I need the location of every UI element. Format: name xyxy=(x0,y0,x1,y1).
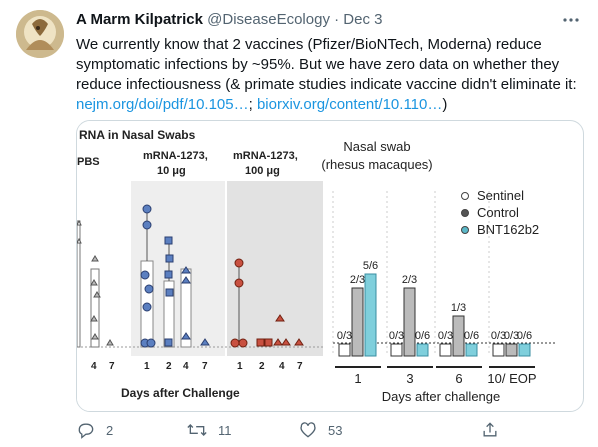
bar-data-label: 0/3 xyxy=(504,330,519,342)
like-button[interactable]: 53 xyxy=(298,418,342,442)
left-tick-label: 7 xyxy=(109,361,115,372)
bar-data-label: 2/3 xyxy=(350,274,365,286)
more-options-button[interactable] xyxy=(560,9,582,31)
retweet-count: 11 xyxy=(218,422,232,438)
left-tick-label: 4 xyxy=(91,361,97,372)
retweet-button[interactable]: 11 xyxy=(186,418,232,442)
reply-count: 2 xyxy=(106,422,114,438)
bar-data-label: 2/3 xyxy=(402,274,417,286)
tweet-text-end: ) xyxy=(442,96,448,113)
bar-data-label: 0/3 xyxy=(438,330,453,342)
bar-data-label: 0/6 xyxy=(415,330,430,342)
left-tick-label: 1 xyxy=(237,361,243,372)
chart-bar xyxy=(351,287,364,357)
left-tick-label: 4 xyxy=(279,361,285,372)
retweet-icon xyxy=(187,424,207,436)
left-tick-label: 1 xyxy=(144,361,150,372)
chart-bar xyxy=(338,343,351,357)
link-biorxiv[interactable]: biorxiv.org/content/10.110… xyxy=(256,96,443,113)
left-x-axis-label: Days after Challenge xyxy=(121,386,240,400)
chart-bar xyxy=(492,343,505,357)
share-button[interactable] xyxy=(480,418,500,442)
category-label: 6 xyxy=(455,371,462,386)
like-count: 53 xyxy=(328,422,343,438)
chart-subtitle: (rhesus macaques) xyxy=(321,157,432,172)
legend-marker xyxy=(461,192,469,200)
left-tick-label: 7 xyxy=(202,361,208,372)
timestamp[interactable]: Dec 3 xyxy=(343,11,383,28)
tweet-text-body: We currently know that 2 vaccines (Pfize… xyxy=(76,36,577,93)
left-tick-label: 4 xyxy=(183,361,189,372)
link-nejm[interactable]: nejm.org/doi/pdf/10.105… xyxy=(76,96,249,113)
chart-bar xyxy=(390,343,403,357)
chart-legend: Sentinel Control BNT162b2 xyxy=(461,188,539,237)
legend-label: Control xyxy=(477,205,519,220)
left-figure-title: RNA in Nasal Swabs xyxy=(79,128,196,142)
category-label: 10/ EOP xyxy=(487,371,536,386)
legend-label: BNT162b2 xyxy=(477,222,539,237)
category-label: 1 xyxy=(354,371,361,386)
group-label-pbs: PBS xyxy=(77,156,100,168)
chart-bar xyxy=(505,343,518,357)
legend-label: Sentinel xyxy=(477,188,524,203)
chart-title: Nasal swab xyxy=(343,139,410,154)
author-name[interactable]: A Marm Kilpatrick xyxy=(76,11,203,28)
separator-dot: · xyxy=(334,11,340,28)
legend-marker xyxy=(461,226,469,234)
chart-bar xyxy=(452,315,465,357)
left-tick-label: 2 xyxy=(259,361,265,372)
tweet-media-image[interactable]: RNA in Nasal Swabs PBS mRNA-1273, 10 μg … xyxy=(76,120,584,412)
tweet-text: We currently know that 2 vaccines (Pfize… xyxy=(76,35,582,115)
author-handle[interactable]: @DiseaseEcology xyxy=(207,11,330,28)
group-label-100ug-line1: mRNA-1273, xyxy=(233,150,298,162)
category-label: 3 xyxy=(406,371,413,386)
left-figure-panel: RNA in Nasal Swabs PBS mRNA-1273, 10 μg … xyxy=(77,121,325,411)
chart-bar xyxy=(439,343,452,357)
chart-bar xyxy=(416,343,429,357)
tweet-header: A Marm Kilpatrick @DiseaseEcology · Dec … xyxy=(76,11,582,33)
chart-bar xyxy=(518,343,531,357)
bar-data-label: 0/3 xyxy=(491,330,506,342)
legend-marker xyxy=(461,209,469,217)
bar-data-label: 0/6 xyxy=(517,330,532,342)
group-band-100ug xyxy=(227,181,323,356)
chart-bar xyxy=(465,343,478,357)
group-label-10ug-line2: 10 μg xyxy=(157,165,186,177)
group-label-100ug-line2: 100 μg xyxy=(245,165,280,177)
more-horizontal-icon xyxy=(563,18,579,22)
chart-x-axis-label: Days after challenge xyxy=(382,389,501,404)
bar-data-label: 0/6 xyxy=(464,330,479,342)
chart-bar xyxy=(403,287,416,357)
chart-bar xyxy=(364,273,377,357)
left-tick-label: 7 xyxy=(297,361,303,372)
tweet-text-separator: ; xyxy=(248,96,257,113)
group-label-10ug-line1: mRNA-1273, xyxy=(143,150,208,162)
tweet-actions: 2 11 53 xyxy=(76,418,516,442)
reply-button[interactable]: 2 xyxy=(76,418,113,442)
bar-data-label: 5/6 xyxy=(363,260,378,272)
avatar-image xyxy=(16,10,64,58)
share-icon xyxy=(483,422,497,437)
bar-data-label: 0/3 xyxy=(389,330,404,342)
bar-data-label: 1/3 xyxy=(451,302,466,314)
heart-icon xyxy=(300,422,316,438)
figure: RNA in Nasal Swabs PBS mRNA-1273, 10 μg … xyxy=(77,121,555,411)
reply-icon xyxy=(78,423,94,439)
bar-data-label: 0/3 xyxy=(337,330,352,342)
left-tick-label: 2 xyxy=(166,361,172,372)
avatar[interactable] xyxy=(16,10,64,58)
right-chart-panel: Nasal swab (rhesus macaques) Sentinel Con… xyxy=(321,139,555,404)
